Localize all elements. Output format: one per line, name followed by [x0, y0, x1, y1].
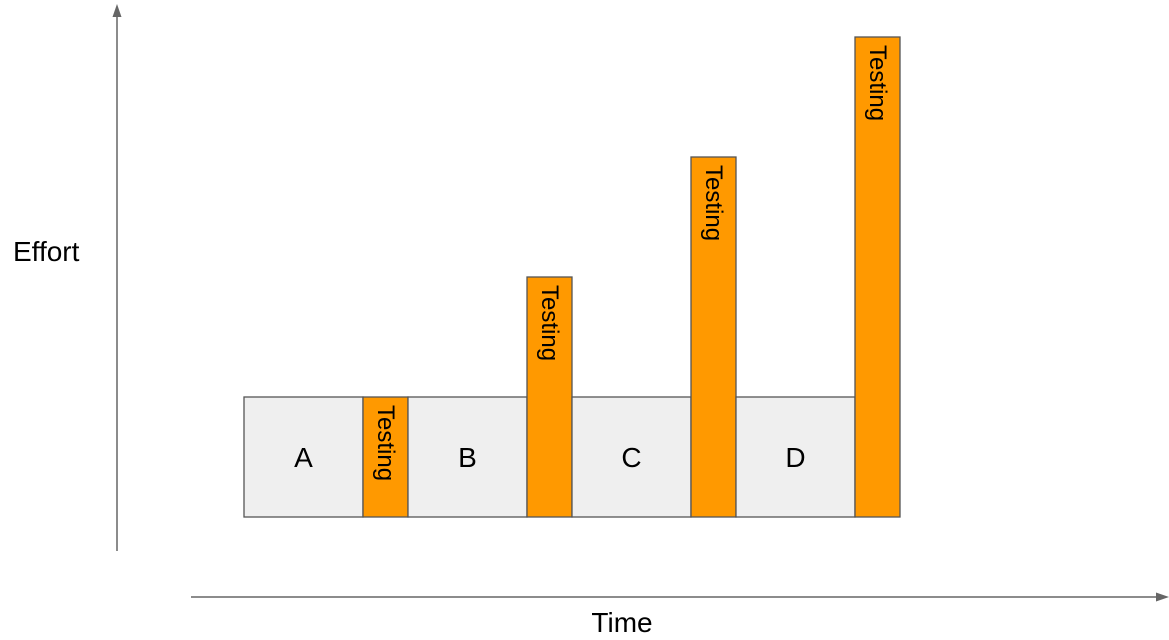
- testing-block: Testing: [362, 396, 409, 518]
- phase-block-d: D: [735, 396, 856, 518]
- testing-label: Testing: [864, 45, 891, 121]
- testing-label: Testing: [536, 285, 563, 361]
- phase-block-c: C: [571, 396, 692, 518]
- phase-rect: [243, 396, 364, 518]
- testing-label: Testing: [372, 405, 399, 481]
- phase-block-a: A: [243, 396, 364, 518]
- testing-bar: [854, 36, 901, 518]
- testing-block: Testing: [690, 156, 737, 518]
- testing-bar: [526, 276, 573, 518]
- y-axis-arrowhead: [112, 4, 122, 17]
- testing-block: Testing: [854, 36, 901, 518]
- phase-label: B: [458, 442, 477, 473]
- phase-label: A: [294, 442, 313, 473]
- testing-bar: [690, 156, 737, 518]
- phase-label: C: [621, 442, 641, 473]
- y-axis-label: Effort: [13, 236, 80, 267]
- testing-block: Testing: [526, 276, 573, 518]
- phase-rect: [735, 396, 856, 518]
- phase-blocks: A Testing B Testing C Testing D Testing: [243, 36, 901, 518]
- testing-bar: [362, 396, 409, 518]
- phase-rect: [407, 396, 528, 518]
- x-axis-arrowhead: [1156, 592, 1169, 602]
- x-axis-label: Time: [591, 607, 652, 638]
- testing-label: Testing: [700, 165, 727, 241]
- phase-label: D: [785, 442, 805, 473]
- phase-block-b: B: [407, 396, 528, 518]
